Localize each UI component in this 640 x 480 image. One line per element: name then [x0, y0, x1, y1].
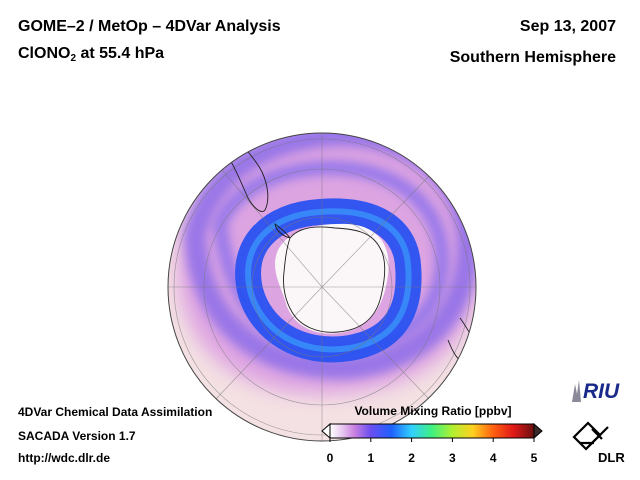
colorbar-tick-label: 3 — [449, 451, 456, 465]
dlr-logo-text: DLR — [598, 450, 625, 465]
colorbar-tick-label: 5 — [530, 451, 538, 465]
colorbar-tick-label: 0 — [326, 451, 334, 465]
species-name: ClONO — [18, 45, 71, 62]
pressure-level: at 55.4 hPa — [76, 45, 165, 62]
colorbar-title: Volume Mixing Ratio [ppbv] — [354, 404, 512, 418]
footer-assimilation: 4DVar Chemical Data Assimilation — [18, 405, 213, 419]
map-title: GOME–2 / MetOp – 4DVar Analysis — [18, 18, 281, 35]
graticule — [168, 133, 476, 441]
analysis-date: Sep 13, 2007 — [519, 18, 616, 35]
riu-logo-mark — [572, 380, 581, 402]
colorbar-tick-label: 2 — [408, 451, 415, 465]
dlr-logo-mark — [572, 421, 609, 451]
dlr-logo: DLR — [572, 421, 625, 465]
colorbar-max-arrow — [533, 422, 543, 440]
riu-logo-text: RIU — [583, 380, 620, 403]
colorbar-gradient — [329, 423, 535, 439]
colorbar-tick-label: 1 — [367, 451, 375, 465]
species-label: ClONO2 at 55.4 hPa — [18, 45, 165, 64]
species-subscript: 2 — [70, 53, 77, 64]
colorbar-min-arrow — [321, 422, 331, 440]
footer-version: SACADA Version 1.7 — [18, 429, 136, 443]
globe-field — [168, 133, 476, 441]
footer-url[interactable]: http://wdc.dlr.de — [18, 451, 110, 465]
region-label: Southern Hemisphere — [449, 49, 616, 66]
globe-outline — [167, 132, 477, 442]
colorbar-tick-label: 4 — [489, 451, 497, 465]
colorbar — [321, 422, 543, 442]
riu-logo: RIU — [572, 380, 620, 403]
